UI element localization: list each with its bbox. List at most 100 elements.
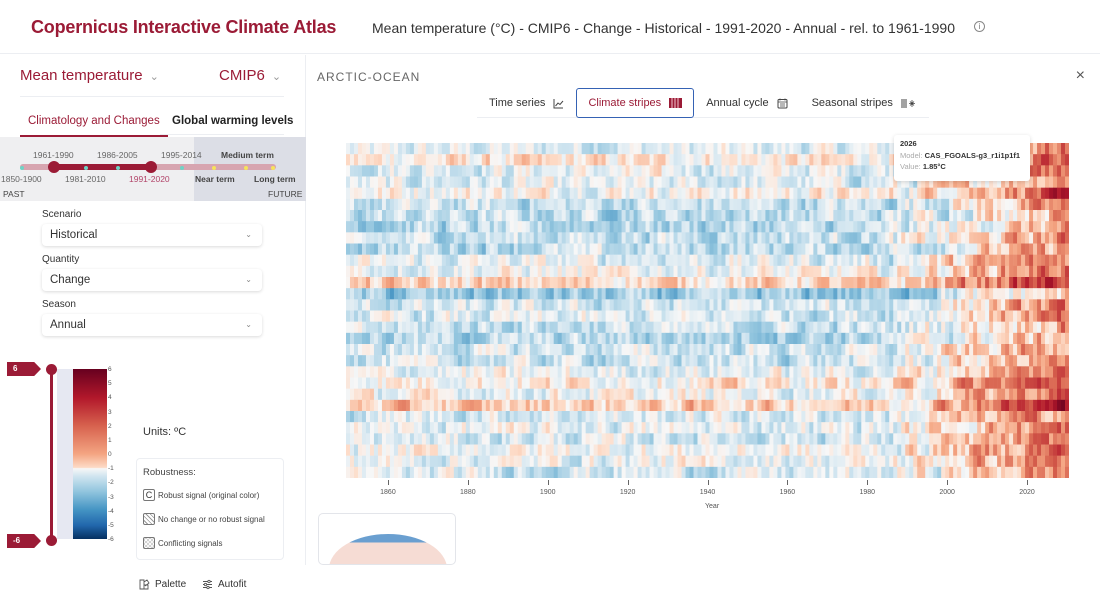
stripe-cell: [757, 377, 762, 389]
stripe-cell: [1005, 265, 1010, 278]
stripe-cell: [437, 366, 443, 378]
tab-time-series[interactable]: Time series: [477, 88, 576, 118]
timeline-label-1961-1990[interactable]: 1961-1990: [33, 150, 74, 160]
stripe-cell: [537, 321, 543, 334]
stripe-cell: [665, 221, 670, 233]
stripe-cell: [941, 355, 946, 367]
stripe-cell: [485, 198, 491, 211]
timeline-label-1991-2020[interactable]: 1991-2020: [129, 174, 170, 184]
range-min-handle[interactable]: [46, 535, 57, 546]
close-icon[interactable]: ×: [1075, 67, 1085, 84]
stripe-cell: [617, 321, 622, 334]
period-timeline[interactable]: 1961-1990 1986-2005 1995-2014 Medium ter…: [0, 137, 306, 201]
stripe-cell: [529, 154, 535, 166]
timeline-dot[interactable]: [212, 165, 216, 170]
max-value-tag[interactable]: 6: [7, 362, 41, 376]
timeline-label-long-term[interactable]: Long term: [254, 174, 296, 184]
timeline-dot[interactable]: [271, 165, 275, 170]
stripe-cell: [1057, 288, 1062, 300]
stripe-cell: [485, 232, 491, 244]
stripe-cell: [573, 377, 578, 389]
variable-select[interactable]: Mean temperature ⌄: [20, 67, 159, 84]
stripe-cell: [657, 310, 662, 322]
stripe-cell: [421, 176, 427, 188]
stripe-cell: [425, 154, 431, 166]
dataset-select[interactable]: CMIP6 ⌄: [219, 67, 281, 84]
stripe-cell: [841, 143, 846, 155]
stripe-cell: [501, 288, 507, 300]
stripe-cell: [441, 198, 447, 211]
tab-climatology-and-changes[interactable]: Climatology and Changes: [20, 115, 168, 137]
timeline-label-1981-2010[interactable]: 1981-2010: [65, 174, 106, 184]
timeline-label-1850-1900[interactable]: 1850-1900: [1, 174, 42, 184]
tab-climate-stripes[interactable]: Climate stripes: [576, 88, 695, 118]
stripe-cell: [1001, 310, 1006, 322]
stripe-cell: [397, 187, 403, 200]
stripe-cell: [505, 299, 511, 311]
stripe-cell: [549, 310, 555, 322]
stripe-cell: [597, 422, 602, 434]
stripe-cell: [921, 265, 926, 278]
stripe-cell: [621, 433, 626, 445]
stripe-cell: [441, 433, 447, 445]
timeline-label-1995-2014[interactable]: 1995-2014: [161, 150, 202, 160]
stripe-cell: [569, 377, 574, 389]
stripe-cell: [873, 422, 878, 434]
min-value-tag[interactable]: -6: [7, 534, 41, 548]
stripe-cell: [1041, 332, 1046, 345]
timeline-label-near-term[interactable]: Near term: [195, 174, 235, 184]
stripe-cell: [853, 377, 858, 389]
timeline-end-handle[interactable]: [145, 161, 157, 173]
timeline-label-1986-2005[interactable]: 1986-2005: [97, 150, 138, 160]
stripe-cell: [389, 154, 395, 166]
stripe-cell: [657, 299, 662, 311]
scenario-dropdown[interactable]: Historical ⌄: [42, 224, 262, 246]
stripe-cell: [705, 232, 710, 244]
palette-button[interactable]: Palette: [139, 579, 186, 590]
tab-global-warming-levels[interactable]: Global warming levels: [172, 115, 294, 127]
stripe-cell: [905, 210, 910, 222]
season-dropdown[interactable]: Annual ⌄: [42, 314, 262, 336]
stripe-cell: [689, 221, 694, 233]
stripe-cell: [713, 210, 718, 222]
stripe-cell: [437, 422, 443, 434]
stripe-cell: [861, 399, 866, 412]
stripe-cell: [757, 321, 762, 334]
timeline-start-handle[interactable]: [48, 161, 60, 173]
stripe-cell: [1061, 243, 1066, 255]
stripe-cell: [853, 277, 858, 289]
timeline-dot[interactable]: [84, 165, 88, 170]
stripe-cell: [493, 321, 499, 334]
stripe-cell: [557, 355, 562, 367]
timeline-label-medium-term[interactable]: Medium term: [221, 150, 274, 160]
stripe-cell: [657, 221, 662, 233]
stripe-cell: [1053, 154, 1058, 166]
timeline-dot[interactable]: [180, 165, 184, 170]
stripe-cell: [445, 221, 451, 233]
quantity-dropdown[interactable]: Change ⌄: [42, 269, 262, 291]
range-max-handle[interactable]: [46, 364, 57, 375]
tab-seasonal-stripes[interactable]: Seasonal stripes: [800, 88, 929, 118]
timeline-dot[interactable]: [20, 165, 24, 170]
stripe-cell: [853, 187, 858, 200]
range-slider-track[interactable]: [50, 369, 53, 539]
timeline-dot[interactable]: [244, 165, 248, 170]
info-circle-icon[interactable]: i: [974, 21, 985, 32]
stripe-cell: [573, 366, 578, 378]
timeline-dot[interactable]: [116, 165, 120, 170]
autofit-button[interactable]: Autofit: [202, 579, 246, 590]
stripe-cell: [817, 143, 822, 155]
stripe-cell: [869, 265, 874, 278]
stripe-cell: [629, 422, 634, 434]
stripe-cell: [881, 210, 886, 222]
tab-annual-cycle[interactable]: Annual cycle: [694, 88, 799, 118]
stripe-cell: [661, 232, 666, 244]
stripe-cell: [993, 344, 998, 356]
app-title[interactable]: Copernicus Interactive Climate Atlas: [31, 17, 337, 37]
stripe-cell: [845, 165, 850, 177]
stripe-cell: [677, 411, 682, 423]
stripe-cell: [973, 399, 978, 412]
climate-stripes-heatmap[interactable]: [346, 143, 1069, 478]
stripe-cell: [765, 433, 770, 445]
stripe-cell: [893, 344, 898, 356]
